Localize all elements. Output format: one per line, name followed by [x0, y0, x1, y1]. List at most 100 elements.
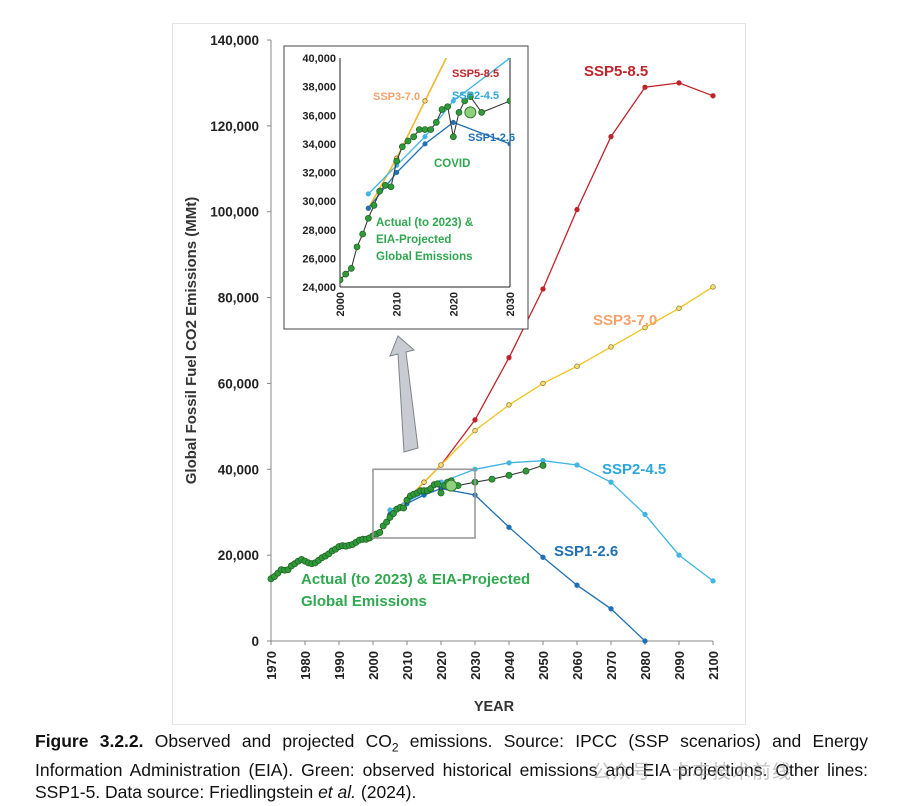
- actual-label-line1: Actual (to 2023) & EIA-Projected: [301, 571, 530, 588]
- data-point-0: [506, 355, 512, 361]
- data-point-1: [421, 479, 427, 485]
- covid-label: COVID: [434, 158, 470, 170]
- data-point-4: [434, 480, 442, 488]
- inset-data-point-4: [415, 126, 423, 133]
- data-point-3: [642, 638, 648, 644]
- inset-data-point-4: [376, 187, 384, 195]
- data-point-4: [437, 489, 445, 497]
- series-label-ssp3-7.0: SSP3-7.0: [593, 312, 657, 329]
- x-tick-label: 2000: [366, 651, 381, 680]
- inset-data-point-4: [432, 119, 440, 126]
- inset-data-point-1: [451, 41, 455, 45]
- inset-x-tick-label: 2020: [448, 292, 460, 316]
- inset-data-point-3: [507, 141, 510, 147]
- inset-data-point-3: [422, 141, 428, 147]
- highlight-point: [445, 479, 458, 492]
- data-point-2: [506, 460, 512, 466]
- x-tick-label: 2080: [638, 651, 653, 680]
- inset-actual-label-3: Global Emissions: [376, 251, 473, 263]
- inset-x-tick-label: 2000: [335, 292, 347, 316]
- data-point-3: [574, 582, 580, 588]
- inset-series-label: SSP3-7.0: [373, 91, 420, 103]
- x-tick-label: 2050: [536, 651, 551, 680]
- inset-data-point-0: [451, 41, 455, 45]
- inset-data-point-4: [478, 109, 486, 116]
- inset-y-tick-label: 28,000: [302, 225, 336, 237]
- data-point-1: [710, 284, 716, 290]
- inset-data-point-4: [427, 126, 435, 133]
- inset-data-point-4: [410, 133, 418, 141]
- inset-series-group: [340, 41, 510, 284]
- caption-text-2: emissions. Source: IPCC (SSP scenarios) …: [35, 731, 868, 802]
- data-point-3: [506, 524, 512, 530]
- inset-actual-label-1: Actual (to 2023) &: [376, 217, 473, 229]
- x-tick-label: 2060: [570, 651, 585, 680]
- inset-highlight-point: [464, 106, 477, 119]
- caption-figure-label: Figure 3.2.2.: [35, 731, 144, 751]
- inset-series-label: SSP1-2.6: [468, 132, 515, 144]
- inset-data-point-4: [404, 137, 412, 145]
- inset-actual-label-2: EIA-Projected: [376, 234, 451, 246]
- inset-data-point-4: [398, 143, 406, 151]
- inset-data-point-4: [421, 126, 429, 133]
- y-tick-label: 80,000: [218, 291, 259, 306]
- data-point-4: [488, 475, 496, 483]
- zoom-region-box: [372, 468, 476, 539]
- x-tick-label: 1990: [332, 651, 347, 680]
- data-point-1: [608, 344, 614, 350]
- caption-italic: et al.: [318, 781, 357, 802]
- inset-data-point-2: [450, 98, 456, 104]
- inset-y-tick-label: 36,000: [302, 110, 336, 122]
- caption-subscript: 2: [391, 740, 399, 755]
- inset-data-point-4: [347, 265, 355, 272]
- data-point-1: [574, 363, 580, 369]
- y-tick-label: 60,000: [218, 376, 259, 391]
- inset-data-point-4: [340, 276, 344, 284]
- y-tick-label: 20,000: [218, 548, 259, 563]
- x-tick-label: 1980: [298, 651, 313, 680]
- x-tick-label: 2010: [400, 651, 415, 680]
- data-point-0: [710, 93, 716, 99]
- inset-data-point-2: [507, 58, 510, 61]
- data-point-2: [710, 578, 716, 584]
- inset-y-tick-label: 40,000: [302, 53, 336, 65]
- inset-y-tick-label: 32,000: [302, 168, 336, 180]
- data-point-0: [574, 206, 580, 213]
- inset-y-tick-label: 34,000: [302, 139, 336, 151]
- inset-series-label: SSP2-4.5: [452, 90, 499, 102]
- inset-data-point-1: [422, 98, 428, 104]
- inset-data-point-4: [364, 214, 372, 222]
- data-point-0: [540, 286, 546, 292]
- inset-frame: [283, 45, 529, 330]
- actual-label-line2: Global Emissions: [301, 593, 427, 610]
- inset-data-point-4: [393, 157, 401, 165]
- data-point-0: [472, 417, 478, 423]
- x-tick-label: 2040: [502, 651, 517, 680]
- series-line-2: [389, 460, 714, 582]
- inset-y-tick-label: 26,000: [302, 253, 336, 265]
- inset-y-tick-label: 24,000: [302, 282, 336, 294]
- y-tick-label: 120,000: [210, 119, 259, 134]
- x-tick-label: 2070: [604, 651, 619, 680]
- inset-y-tick-label: 30,000: [302, 196, 336, 208]
- emissions-chart: 0 20,000 40,000 60,000 80,000 100,000 120,000 1…: [183, 33, 721, 715]
- data-point-1: [438, 462, 444, 468]
- inset-data-point-2: [365, 191, 371, 197]
- inset-data-point-4: [449, 133, 457, 141]
- inset-data-point-4: [461, 97, 469, 105]
- inset-data-point-3: [365, 205, 371, 211]
- data-point-1: [676, 305, 682, 311]
- x-tick-label: 2090: [672, 651, 687, 680]
- data-point-4: [376, 528, 384, 536]
- chart-frame: [172, 23, 746, 725]
- data-point-4: [383, 518, 391, 526]
- data-point-2: [676, 552, 682, 558]
- series-label-ssp5-8.5: SSP5-8.5: [584, 63, 648, 80]
- data-point-4: [505, 471, 513, 479]
- data-point-2: [574, 462, 580, 468]
- inset-data-point-4: [381, 182, 389, 189]
- data-point-0: [642, 84, 648, 90]
- inset-data-point-4: [438, 106, 446, 113]
- data-point-3: [540, 554, 546, 560]
- data-point-2: [608, 479, 614, 485]
